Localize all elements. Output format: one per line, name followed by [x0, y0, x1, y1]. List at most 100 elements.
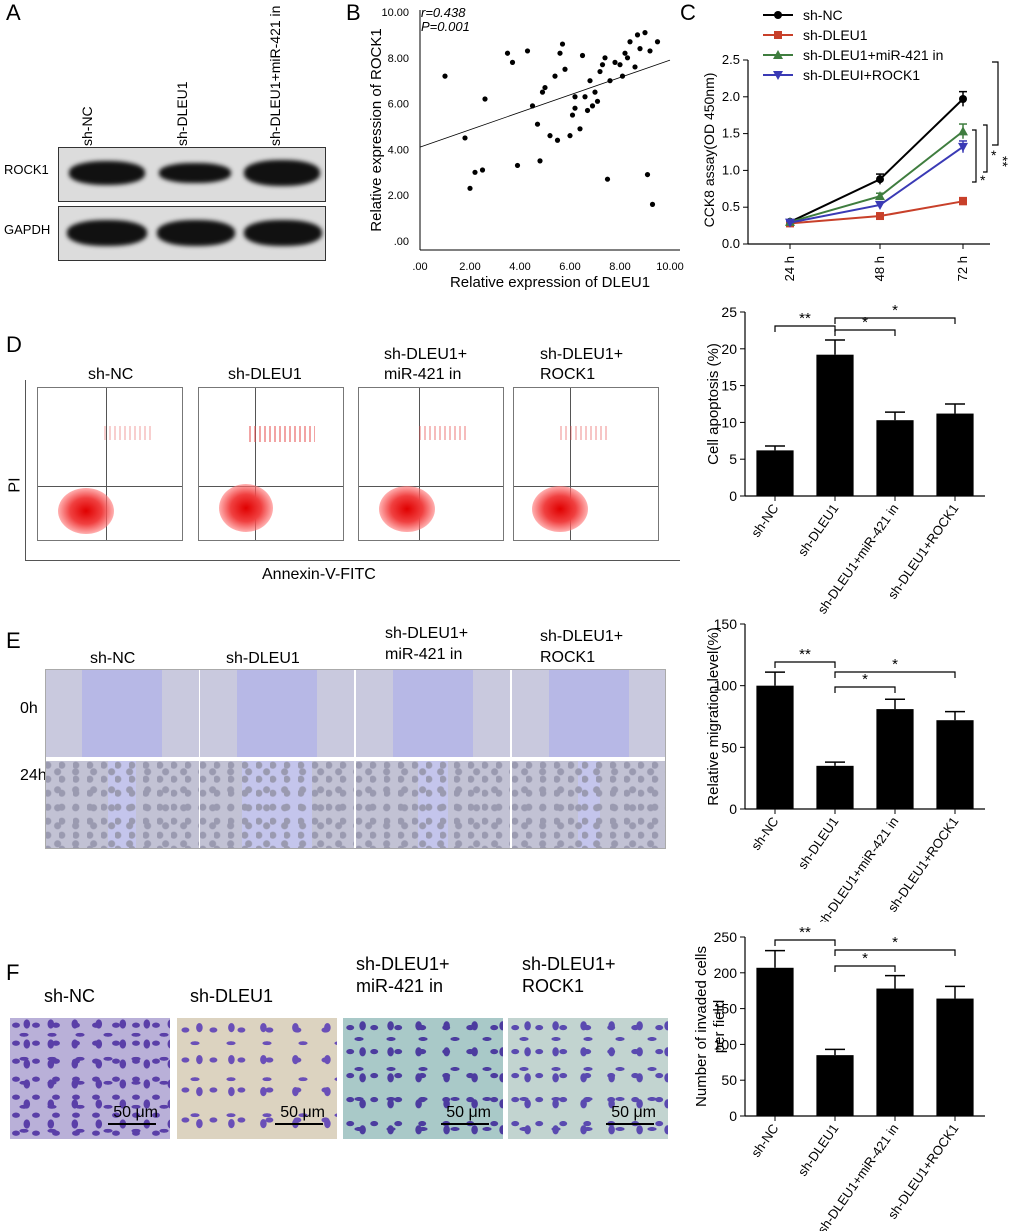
b-data-point	[482, 96, 488, 102]
b-data-point	[644, 171, 651, 178]
invasion-image: 50 μm	[343, 1018, 503, 1139]
c-marker	[774, 31, 782, 39]
b-ytick-label: 4.00	[388, 144, 409, 156]
scale-bar-label: 50 μm	[611, 1104, 656, 1121]
wound-image	[512, 669, 666, 757]
bar-xtick-label: sh-NC	[748, 814, 781, 853]
bar-ytick-label: 150	[714, 1001, 738, 1017]
wound-image	[45, 761, 199, 849]
invasion-label-2: sh-DLEU1	[190, 986, 274, 1006]
c-sig-1: *	[980, 172, 986, 188]
flow-y-axis	[25, 380, 26, 560]
invasion-image: 50 μm	[177, 1018, 337, 1139]
wound-time-24h: 24h	[20, 767, 47, 784]
bar-significance-label: *	[862, 314, 868, 331]
scale-bar-label: 50 μm	[113, 1104, 158, 1121]
bar	[876, 988, 914, 1116]
bar	[816, 354, 854, 496]
b-ytick-label: 2.00	[388, 190, 409, 202]
blot-row-label-rock1: ROCK1	[4, 162, 49, 177]
wound-label-3a: sh-DLEU1+	[385, 625, 469, 642]
bar-xtick-label: sh-NC	[748, 1121, 781, 1160]
blot-band	[244, 160, 320, 186]
c-marker	[875, 191, 885, 201]
bar-significance-bracket	[774, 939, 836, 946]
b-data-point	[552, 73, 558, 79]
c-legend-label: sh-DLEU1	[803, 27, 868, 43]
blot-band	[157, 220, 235, 246]
c-sig-3: **	[995, 156, 1011, 167]
blot-lane-label-3: sh-DLEU1+miR-421 in	[267, 5, 283, 146]
panel-letter-f: F	[6, 960, 20, 985]
c-marker	[876, 175, 884, 184]
line-chart-c: 0.0 0.5 1.0 1.5 2.0 2.5 24 h 48 h 72 h sh-NC sh-D…	[701, 7, 1011, 281]
c-ytick-label: 2.5	[722, 52, 740, 67]
bar-significance-label: **	[799, 310, 811, 327]
scale-bar	[108, 1123, 156, 1125]
bar-significance-label: *	[892, 656, 898, 673]
bar-significance-label: *	[892, 302, 898, 319]
c-significance-brackets: * * **	[972, 61, 1011, 188]
scale-bar-label: 50 μm	[446, 1104, 491, 1121]
b-data-point	[647, 48, 653, 54]
b-data-point	[584, 107, 591, 114]
wound-image	[356, 761, 510, 849]
b-data-point	[577, 126, 583, 132]
blot-lane-label-2: sh-DLEU1	[174, 81, 190, 146]
b-data-point	[637, 46, 643, 52]
b-data-point	[582, 94, 588, 100]
b-xtick-label: 2.00	[459, 261, 480, 273]
b-xtick-label: 8.00	[609, 261, 630, 273]
b-data-point	[572, 94, 578, 100]
invasion-image: 50 μm	[508, 1018, 668, 1139]
c-legend-label: sh-NC	[803, 7, 843, 23]
bar-ylabel: Number of invaded cells	[693, 946, 710, 1107]
scatter-chart-b: .00 2.00 4.00 6.00 8.00 10.00 .00 2.00 4.00 6.00 8…	[368, 5, 684, 291]
bar-significance-label: **	[799, 924, 811, 941]
scale-bar	[441, 1123, 489, 1125]
b-ytick-label: 8.00	[388, 53, 409, 65]
bar-ytick-label: 200	[714, 965, 738, 981]
c-marker	[773, 71, 783, 80]
b-data-point	[542, 84, 548, 91]
b-data-point	[554, 137, 561, 143]
b-xlabel: Relative expression of DLEU1	[450, 274, 650, 291]
wound-label-4a: sh-DLEU1+	[540, 628, 624, 645]
bar-significance-bracket	[834, 949, 956, 956]
bar-ytick-label: 50	[721, 1072, 737, 1088]
scale-bar-label: 50 μm	[280, 1104, 325, 1121]
panel-letter-c: C	[680, 0, 696, 25]
bar	[756, 685, 794, 809]
panel-letter-e: E	[6, 628, 21, 653]
bar-ylabel: Cell apoptosis (%)	[705, 343, 722, 465]
b-data-point	[467, 185, 473, 191]
bar	[936, 720, 974, 809]
flow-plot-sh-dleu1	[198, 387, 344, 541]
flow-x-axis	[25, 560, 680, 561]
b-data-point	[579, 52, 586, 59]
b-data-point	[634, 32, 641, 38]
b-data-point	[594, 98, 601, 104]
flow-label-4b: ROCK1	[540, 366, 596, 383]
wound-label-2: sh-DLEU1	[226, 650, 300, 667]
wound-label-4b: ROCK1	[540, 649, 596, 666]
b-data-point	[572, 105, 578, 111]
bar-ytick-label: 0	[729, 1108, 737, 1124]
bar-ytick-label: 25	[721, 304, 737, 320]
c-ytick-label: 2.0	[722, 89, 740, 104]
b-data-point	[642, 30, 648, 36]
bar	[936, 413, 974, 496]
bar-ytick-label: 100	[714, 1036, 738, 1052]
wound-label-3b: miR-421 in	[385, 646, 463, 663]
bar-significance-bracket	[834, 671, 956, 678]
b-data-point	[599, 62, 606, 68]
bar	[876, 709, 914, 809]
bar-significance-bracket	[834, 317, 956, 324]
b-data-point	[562, 66, 568, 72]
c-xtick-label: 72 h	[955, 256, 970, 281]
scale-bar	[275, 1123, 323, 1125]
b-data-point	[602, 55, 608, 61]
b-data-point	[592, 89, 598, 95]
